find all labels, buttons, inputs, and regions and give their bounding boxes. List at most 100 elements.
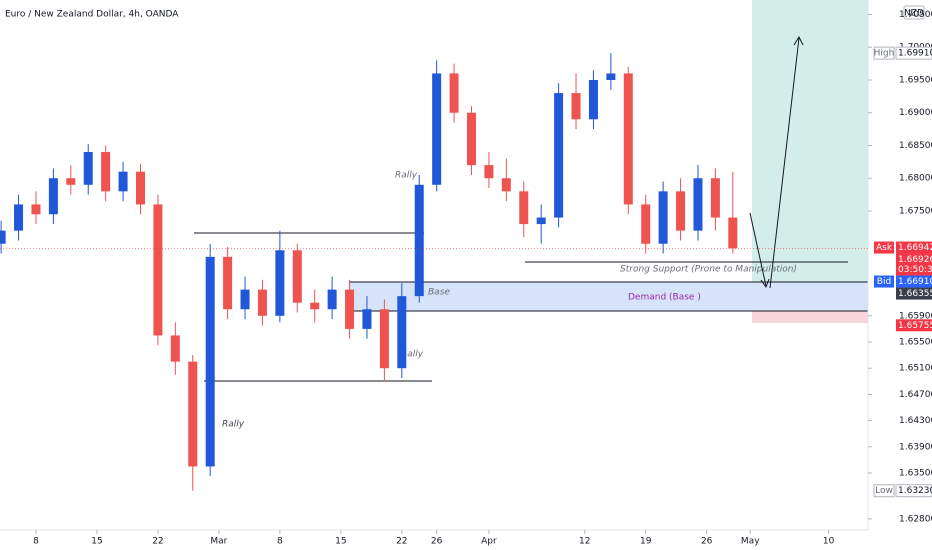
- price-label-box: [896, 275, 932, 288]
- price-label: 1.63230: [898, 486, 932, 496]
- price-tag: High: [874, 49, 895, 59]
- x-tick-label: 19: [640, 537, 652, 547]
- candle-body: [31, 204, 41, 215]
- y-tick-label: 1.70500: [899, 10, 932, 20]
- candle-body: [710, 178, 720, 218]
- candle-body: [101, 152, 111, 192]
- candle-body: [379, 309, 389, 369]
- candle-body: [501, 178, 511, 192]
- price-label: 1.66926: [898, 255, 932, 265]
- x-tick-label: Apr: [481, 537, 497, 547]
- candle-body: [83, 152, 93, 185]
- x-tick-label: May: [741, 537, 760, 547]
- x-tick-label: 22: [396, 537, 407, 547]
- candle-body: [641, 204, 651, 244]
- price-label-box: [895, 46, 932, 60]
- price-label: 1.66355: [898, 289, 932, 299]
- chart-title: Euro / New Zealand Dollar, 4h, OANDA: [5, 10, 179, 20]
- candle-body: [693, 178, 703, 231]
- y-tick-label: 1.68500: [899, 141, 932, 151]
- candle-body: [118, 171, 128, 192]
- price-tag-box: [873, 484, 895, 498]
- price-label-box: [896, 253, 932, 276]
- candle-body: [188, 361, 198, 467]
- candle-body: [275, 250, 285, 316]
- candle-body: [362, 309, 372, 329]
- y-tick-label: 1.63900: [899, 442, 932, 452]
- candle-body: [310, 302, 320, 310]
- candle-body: [397, 296, 407, 369]
- candle-body: [0, 230, 6, 244]
- price-countdown: 03:50:31: [898, 265, 932, 275]
- price-label-box: [896, 319, 932, 332]
- candle-body: [432, 73, 442, 185]
- candle-body: [14, 204, 24, 231]
- price-label-box: [895, 484, 932, 498]
- x-tick-label: 15: [335, 537, 346, 547]
- price-tag-box: [873, 46, 895, 60]
- candle-body: [571, 93, 581, 120]
- y-tick-label: 1.69000: [899, 108, 932, 118]
- price-label-box: [896, 287, 932, 300]
- x-tick-label: 26: [431, 537, 443, 547]
- annotation: Strong Support (Prone to Manipulation): [620, 265, 797, 275]
- y-tick-label: 1.62800: [899, 514, 932, 524]
- price-tag: Ask: [876, 243, 893, 253]
- annotation: Demand (Base ): [628, 293, 701, 303]
- candle-body: [292, 250, 302, 303]
- y-tick-label: 1.65500: [899, 338, 932, 348]
- candle-body: [676, 191, 686, 231]
- x-tick-label: 15: [91, 537, 102, 547]
- y-tick-label: 1.63500: [899, 469, 932, 479]
- price-label: 1.69910: [898, 49, 932, 59]
- candle-body: [519, 191, 529, 225]
- price-tag-box: [874, 275, 894, 288]
- candle-body: [345, 289, 355, 329]
- x-tick-label: 22: [152, 537, 163, 547]
- candle-body: [588, 79, 598, 120]
- x-tick-label: 26: [701, 537, 713, 547]
- y-tick-label: 1.68000: [899, 174, 932, 184]
- price-label: 1.66942: [898, 243, 932, 253]
- candle-body: [205, 256, 215, 467]
- price-tag: Bid: [877, 277, 891, 287]
- candle-body: [466, 112, 476, 166]
- x-tick-label: 12: [579, 537, 590, 547]
- candle-body: [554, 93, 564, 218]
- candle-body: [240, 289, 250, 310]
- currency: NZD: [904, 9, 924, 19]
- candle-body: [449, 73, 459, 113]
- price-tag: Low: [875, 486, 893, 496]
- plot: [0, 53, 868, 491]
- candle-body: [484, 165, 494, 179]
- annotation: Rally: [401, 350, 424, 360]
- candle-body: [66, 178, 76, 185]
- y-tick-label: 1.64300: [899, 416, 932, 426]
- candle-body: [327, 289, 337, 310]
- annotation: Rally: [395, 171, 418, 181]
- target-zone: [752, 0, 868, 282]
- candle-body: [623, 73, 633, 205]
- y-tick-label: 1.69500: [899, 75, 932, 85]
- candle-body: [658, 191, 668, 244]
- currency-box: [903, 5, 925, 20]
- candle-body: [170, 335, 180, 362]
- demand-zone: [349, 282, 868, 311]
- y-tick-label: 1.65100: [899, 364, 932, 374]
- candle-body: [136, 171, 146, 205]
- candle-body: [536, 217, 546, 225]
- y-tick-label: 1.65900: [899, 311, 932, 321]
- price-label: 1.66910: [898, 277, 932, 287]
- x-tick-label: 10: [823, 537, 835, 547]
- y-tick-label: 1.64700: [899, 390, 932, 400]
- candle-body: [223, 256, 233, 310]
- x-tick-label: 8: [33, 537, 39, 547]
- price-axis: 1.705001.700001.695001.690001.685001.680…: [868, 10, 932, 524]
- candle-body: [414, 184, 424, 297]
- x-tick-label: Mar: [210, 537, 227, 547]
- candle-body: [48, 178, 58, 215]
- y-tick-label: 1.67500: [899, 206, 932, 216]
- price-label: 1.65755: [898, 321, 932, 331]
- price-label-box: [896, 241, 932, 254]
